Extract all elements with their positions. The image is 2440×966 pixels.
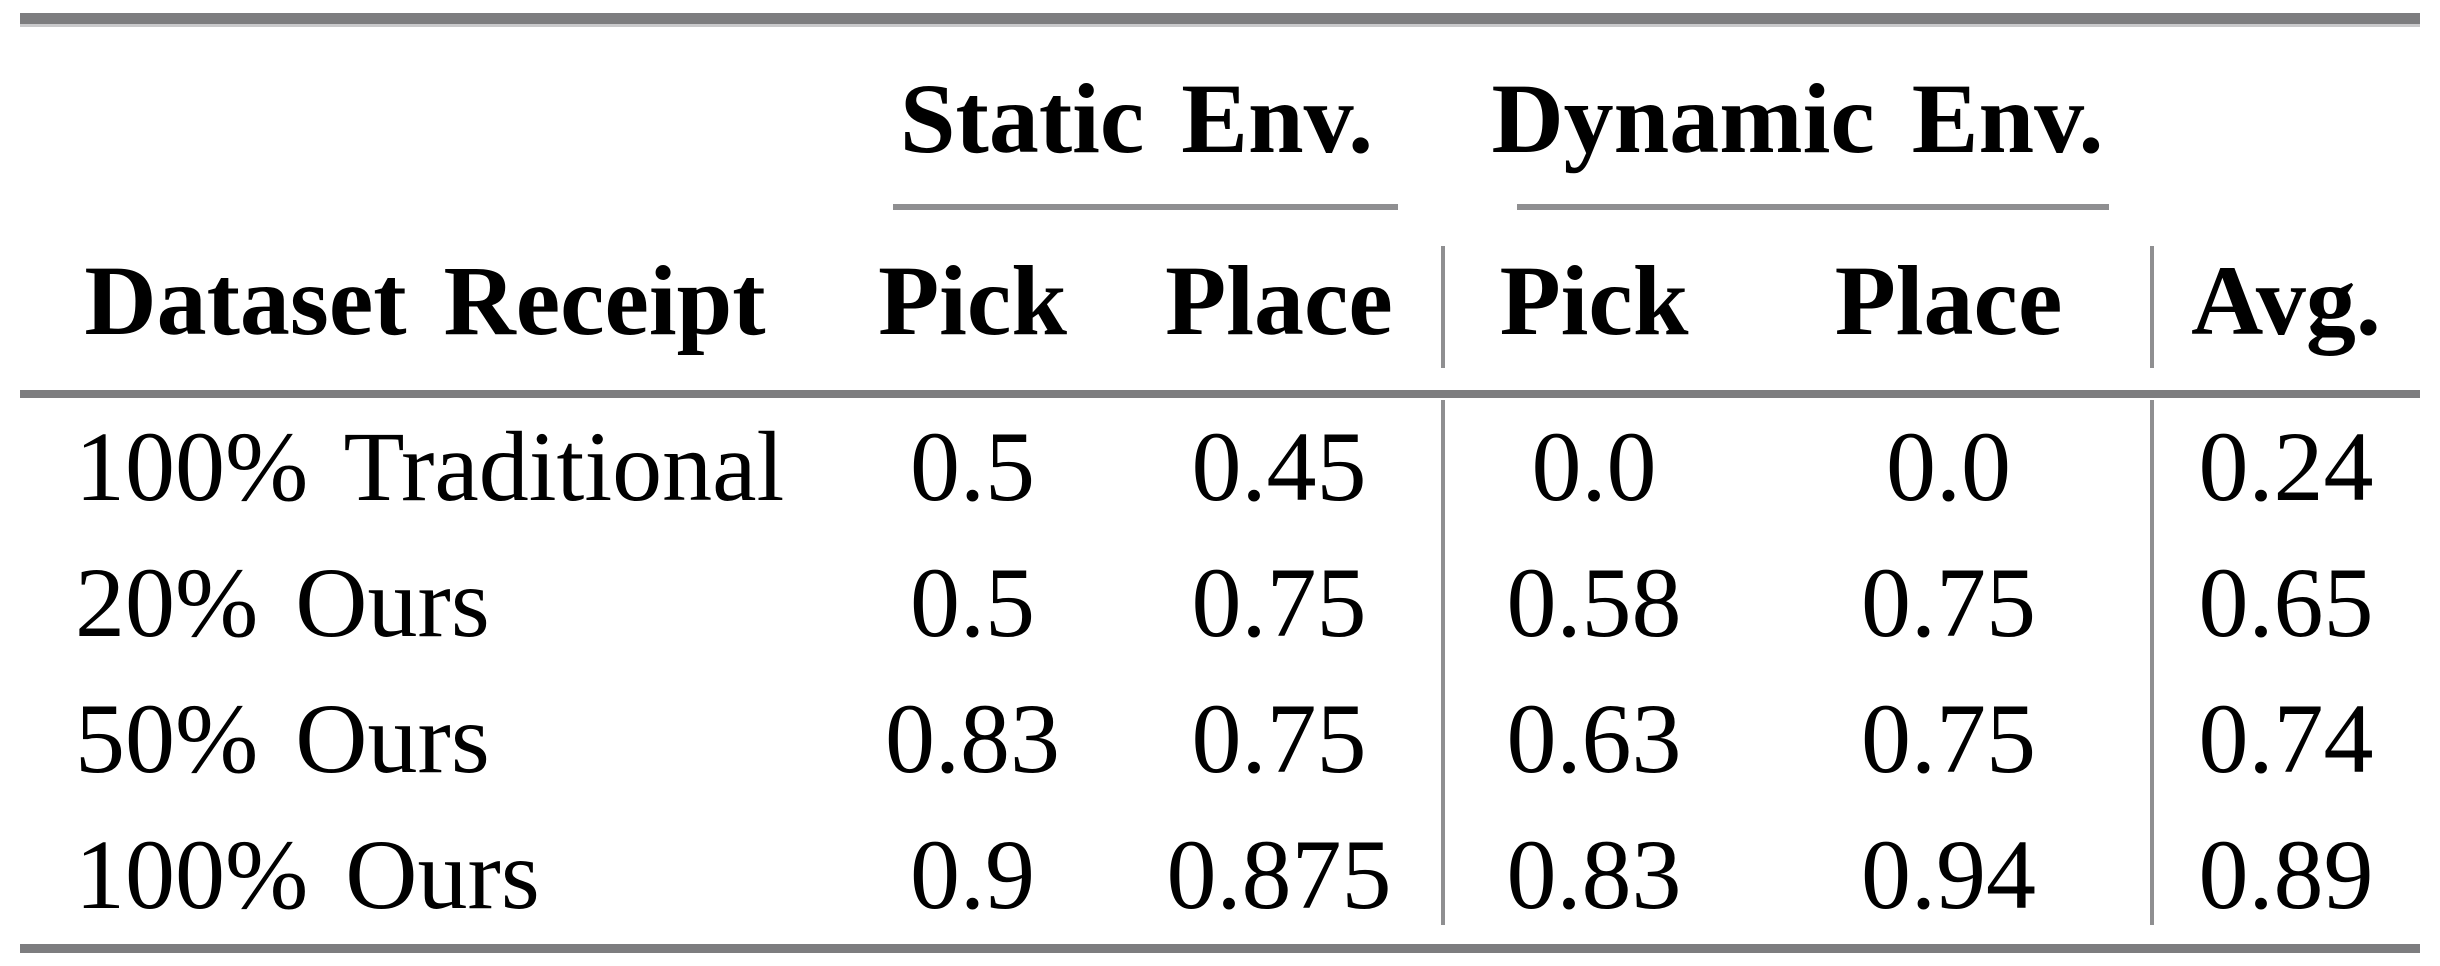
row-label: 50% Ours (75, 682, 490, 794)
column-header-dataset-receipt: Dataset Receipt (20, 210, 830, 398)
cell-avg: 0.65 (2198, 546, 2374, 658)
vertical-rule-body-static-dynamic (1441, 400, 1445, 925)
vertical-rule-header-static-dynamic (1441, 246, 1445, 368)
cell-dynamic-place: 0.94 (1861, 818, 2036, 930)
table-row: 50% Ours 0.83 0.75 0.63 0.75 0.74 (20, 670, 2420, 806)
table-row: 100% Ours 0.9 0.875 0.83 0.94 0.89 (20, 806, 2420, 942)
bottom-rule (20, 944, 2420, 953)
group-header-dynamic-env-label: Dynamic Env. (1491, 63, 2104, 174)
cell-static-place: 0.75 (1191, 682, 1367, 794)
results-table: Static Env. Dynamic Env. Dataset Receipt… (20, 27, 2421, 942)
cell-avg: 0.74 (2198, 682, 2374, 794)
column-header-dynamic-place: Place (1745, 210, 2153, 398)
cell-static-place: 0.75 (1191, 546, 1367, 658)
column-header-avg: Avg. (2152, 210, 2421, 398)
cell-static-pick: 0.9 (910, 818, 1035, 930)
cell-dynamic-place: 0.0 (1886, 410, 2011, 522)
row-label: 20% Ours (75, 546, 490, 658)
cell-dynamic-place: 0.75 (1861, 546, 2036, 658)
cell-static-place: 0.875 (1166, 818, 1392, 930)
table-row: 20% Ours 0.5 0.75 0.58 0.75 0.65 (20, 534, 2420, 670)
cell-avg: 0.89 (2198, 818, 2374, 930)
row-label: 100% Traditional (75, 410, 785, 522)
group-header-dynamic-env: Dynamic Env. (1443, 27, 2152, 210)
column-header-static-pick: Pick (830, 210, 1115, 398)
group-header-spacer (2152, 27, 2420, 210)
group-header-static-env-label: Static Env. (899, 63, 1374, 174)
cell-dynamic-pick: 0.63 (1506, 682, 1682, 794)
column-header-row: Dataset Receipt Pick Place Pick Place Av… (20, 210, 2421, 398)
cell-dynamic-pick: 0.58 (1506, 546, 1682, 658)
column-header-dynamic-pick: Pick (1443, 210, 1745, 398)
cell-static-place: 0.45 (1191, 410, 1367, 522)
cell-avg: 0.24 (2198, 410, 2374, 522)
cell-dynamic-pick: 0.83 (1506, 818, 1682, 930)
cell-dynamic-pick: 0.0 (1531, 410, 1657, 522)
vertical-rule-body-avg (2150, 400, 2154, 925)
group-header-row: Static Env. Dynamic Env. (20, 27, 2420, 210)
cmidrule-static (893, 204, 1398, 210)
table-row: 100% Traditional 0.5 0.45 0.0 0.0 0.24 (20, 394, 2420, 534)
row-label: 100% Ours (75, 818, 540, 930)
cell-static-pick: 0.83 (885, 682, 1060, 794)
group-header-static-env: Static Env. (830, 27, 1443, 210)
group-header-spacer (20, 27, 830, 210)
column-header-static-place: Place (1115, 210, 1443, 398)
vertical-rule-header-avg (2150, 246, 2154, 368)
top-rule (20, 13, 2420, 27)
cell-dynamic-place: 0.75 (1861, 682, 2036, 794)
cmidrule-dynamic (1517, 204, 2110, 210)
cell-static-pick: 0.5 (910, 410, 1035, 522)
cell-static-pick: 0.5 (910, 546, 1035, 658)
